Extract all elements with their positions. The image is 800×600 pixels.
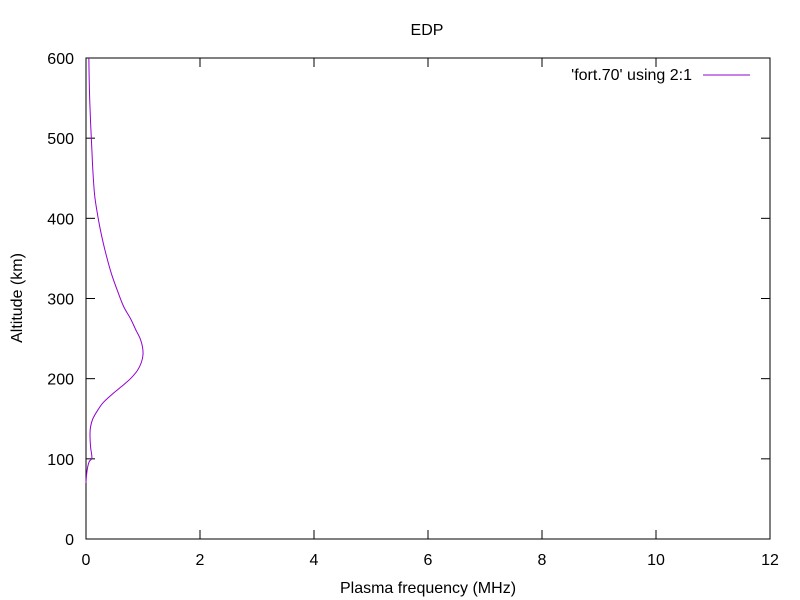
legend-label: 'fort.70' using 2:1 [571, 67, 692, 84]
x-axis: 0 2 4 6 8 10 12 [82, 58, 779, 569]
series-layer [85, 57, 144, 483]
y-tick-label: 0 [65, 532, 74, 549]
y-axis: 0 100 200 300 400 500 600 [47, 51, 770, 549]
x-tick-label: 0 [82, 552, 91, 569]
plot-frame [85, 57, 771, 540]
x-tick-label: 10 [647, 552, 665, 569]
x-tick-label: 8 [538, 552, 547, 569]
y-tick-label: 300 [47, 292, 74, 309]
x-tick-label: 12 [761, 552, 779, 569]
x-tick-label: 4 [310, 552, 319, 569]
legend: 'fort.70' using 2:1 [571, 67, 750, 84]
series-line [85, 57, 144, 483]
y-tick-label: 100 [47, 452, 74, 469]
x-axis-title: Plasma frequency (MHz) [340, 580, 516, 597]
x-tick-label: 2 [196, 552, 205, 569]
chart-title: EDP [411, 22, 444, 39]
y-tick-label: 200 [47, 372, 74, 389]
x-tick-label: 6 [424, 552, 433, 569]
y-tick-label: 600 [47, 51, 74, 68]
y-axis-title: Altitude (km) [9, 253, 26, 343]
y-tick-label: 500 [47, 131, 74, 148]
y-tick-label: 400 [47, 211, 74, 228]
